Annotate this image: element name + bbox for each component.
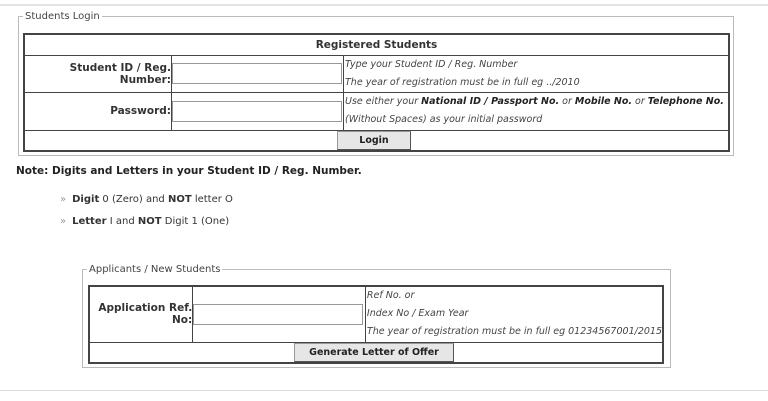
password-hint-1: Use either your National ID / Passport N… (345, 96, 724, 107)
student-id-hint-1: Type your Student ID / Reg. Number (345, 58, 518, 70)
applicants-hint-2: Index No / Exam Year (366, 308, 469, 320)
note-item-letter: » Letter I and NOT Digit 1 (One) (60, 216, 230, 227)
password-input[interactable] (172, 100, 342, 122)
application-ref-input[interactable] (193, 303, 364, 325)
applicants-fieldset: Applicants / New Students (82, 264, 671, 368)
chevron-icon: » (60, 194, 67, 205)
login-button[interactable]: Login (337, 130, 411, 150)
bottom-divider (0, 390, 768, 391)
applicants-table: Application Ref. No: Ref No. or Index No … (88, 285, 664, 364)
students-login-fieldset: Students Login (18, 11, 734, 156)
registered-students-table: Registered Students Student ID / Reg. Nu… (23, 33, 730, 152)
student-id-label: Student ID / Reg. Number: (23, 54, 172, 93)
applicants-hint-1: Ref No. or (366, 290, 415, 302)
generate-letter-button[interactable]: Generate Letter of Offer (294, 342, 454, 362)
password-hint-2: (Without Spaces) as your initial passwor… (345, 114, 543, 125)
table-header: Registered Students (23, 33, 730, 56)
student-id-hint-2: The year of registration must be in full… (345, 76, 580, 88)
chevron-icon: » (60, 216, 67, 227)
applicants-legend: Applicants / New Students (89, 264, 221, 275)
top-divider (0, 4, 768, 6)
application-ref-label: Application Ref. No: (88, 285, 194, 343)
applicants-hint-3: The year of registration must be in full… (366, 326, 662, 338)
password-label: Password: (23, 91, 172, 131)
note-title: Note: Digits and Letters in your Student… (16, 165, 362, 177)
note-item-digit: » Digit 0 (Zero) and NOT letter O (60, 194, 233, 205)
students-login-legend: Students Login (25, 11, 100, 22)
student-id-input[interactable] (172, 63, 342, 84)
